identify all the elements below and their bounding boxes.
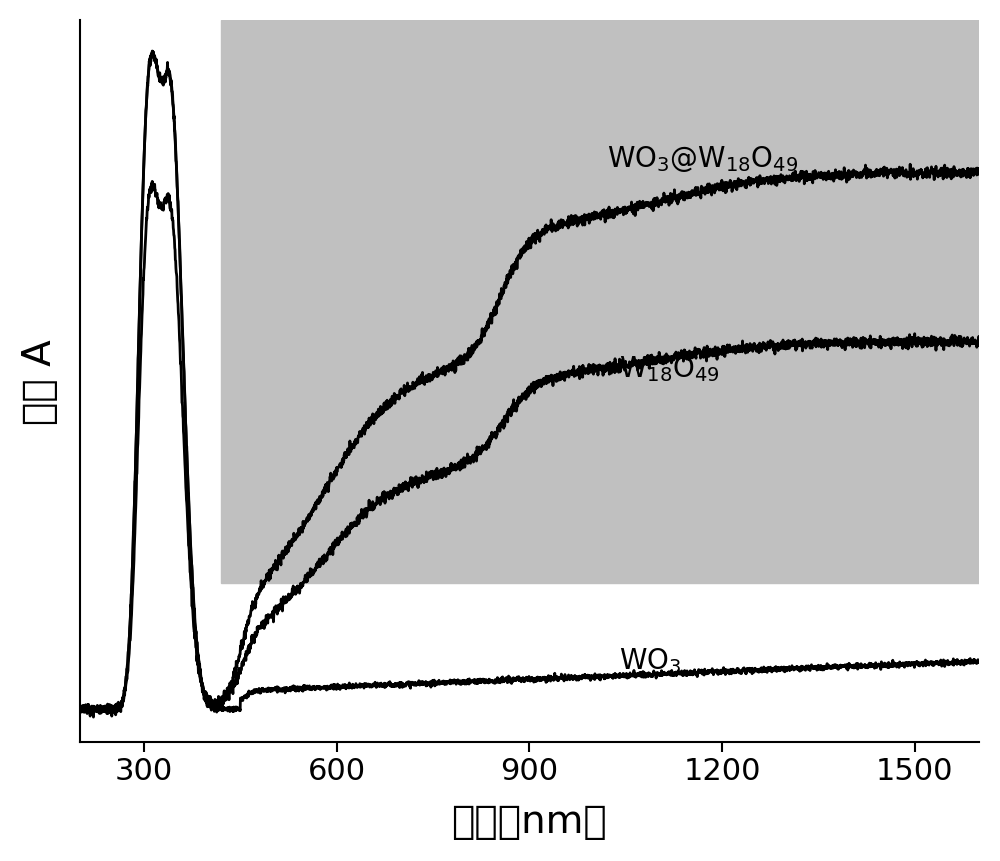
X-axis label: 波长（nm）: 波长（nm） [452,802,607,840]
Text: WO$_3$@W$_{18}$O$_{49}$: WO$_3$@W$_{18}$O$_{49}$ [607,144,798,173]
Y-axis label: 吸收 A: 吸收 A [21,338,59,424]
Text: WO$_3$: WO$_3$ [619,645,682,675]
Bar [221,21,979,584]
Text: W$_{18}$O$_{49}$: W$_{18}$O$_{49}$ [619,353,720,383]
